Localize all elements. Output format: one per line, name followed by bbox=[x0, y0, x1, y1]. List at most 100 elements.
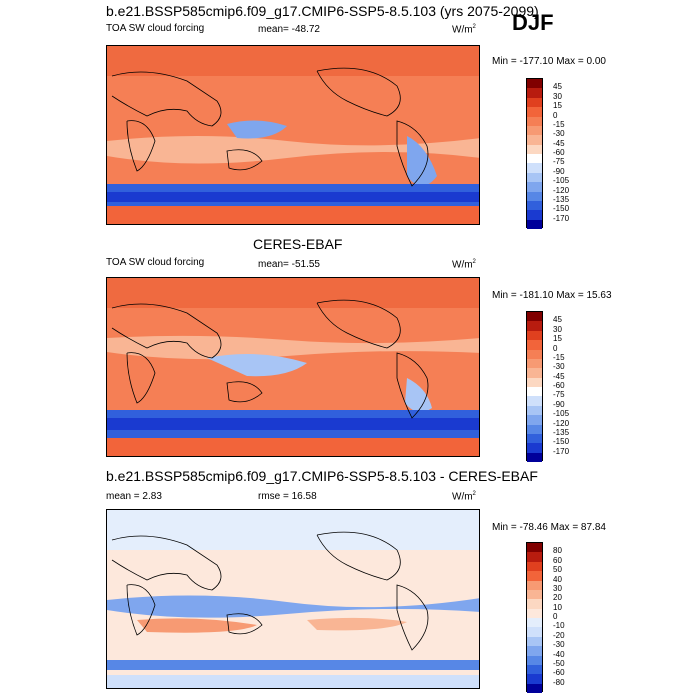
panel1-colorbar-label: -15 bbox=[553, 119, 565, 129]
panel3-rmse: rmse = 16.58 bbox=[258, 491, 317, 502]
panel2-colorbar-swatch bbox=[527, 433, 542, 444]
panel1-colorbar-label: 30 bbox=[553, 91, 562, 101]
panel1-variable: TOA SW cloud forcing bbox=[106, 23, 205, 34]
panel1-colorbar-label: -120 bbox=[553, 185, 570, 195]
panel1-mean: mean= -48.72 bbox=[258, 24, 320, 35]
panel1-colorbar-swatch bbox=[527, 107, 542, 117]
panel3-colorbar-label: 30 bbox=[553, 583, 562, 593]
panel3-colorbar-swatch bbox=[527, 655, 542, 665]
panel2-units: W/m2 bbox=[452, 259, 476, 271]
panel2-colorbar-swatch bbox=[527, 349, 542, 359]
panel3-colorbar-label: 40 bbox=[553, 574, 562, 584]
panel3-colorbar-label: 80 bbox=[553, 546, 562, 556]
panel2-map bbox=[106, 277, 480, 457]
panel2-colorbar-label: 15 bbox=[553, 334, 562, 344]
panel2-title: CERES-EBAF bbox=[253, 236, 343, 252]
panel1-colorbar-swatch bbox=[527, 125, 542, 136]
panel1-colorbar bbox=[526, 78, 543, 229]
panel2-colorbar-label: -150 bbox=[553, 437, 570, 447]
panel1-colorbar-label: -135 bbox=[553, 194, 570, 204]
panel1-colorbar-label: -45 bbox=[553, 138, 565, 148]
panel1-colorbar-swatch bbox=[527, 116, 542, 126]
panel2-colorbar-swatch bbox=[527, 330, 542, 341]
panel3-colorbar-label: 10 bbox=[553, 602, 562, 612]
panel3-colorbar-swatch bbox=[527, 580, 542, 590]
panel1-colorbar-swatch bbox=[527, 200, 542, 211]
panel3-colorbar-swatch bbox=[527, 571, 542, 581]
panel3-colorbar-swatch bbox=[527, 674, 542, 684]
panel2-colorbar-swatch bbox=[527, 387, 542, 397]
panel1-colorbar-label: 45 bbox=[553, 82, 562, 92]
panel2-colorbar-swatch bbox=[527, 405, 542, 416]
panel2-colorbar bbox=[526, 311, 543, 462]
panel3-colorbar-label: -50 bbox=[553, 658, 565, 668]
panel3-mean: mean = 2.83 bbox=[106, 491, 162, 502]
panel2-mean: mean= -51.55 bbox=[258, 259, 320, 270]
panel2-colorbar-swatch bbox=[527, 396, 542, 406]
panel2-colorbar-label: -75 bbox=[553, 390, 565, 400]
panel3-colorbar bbox=[526, 542, 543, 693]
panel2-colorbar-swatch bbox=[527, 415, 542, 425]
panel3-colorbar-swatch bbox=[527, 646, 542, 656]
panel3-units: W/m2 bbox=[452, 491, 476, 503]
panel2-colorbar-label: 30 bbox=[553, 324, 562, 334]
panel2-colorbar-swatch bbox=[527, 368, 542, 378]
panel3-colorbar-swatch bbox=[527, 543, 542, 553]
panel3-colorbar-swatch bbox=[527, 627, 542, 637]
panel2-colorbar-label: -45 bbox=[553, 371, 565, 381]
panel1-colorbar-swatch bbox=[527, 172, 542, 183]
panel3-colorbar-label: -40 bbox=[553, 649, 565, 659]
panel3-colorbar-swatch bbox=[527, 608, 542, 618]
panel3-colorbar-swatch bbox=[527, 589, 542, 600]
panel1-colorbar-label: -90 bbox=[553, 166, 565, 176]
panel1-map bbox=[106, 45, 480, 225]
panel1-map-svg bbox=[107, 46, 479, 224]
panel2-colorbar-swatch bbox=[527, 452, 542, 462]
panel1-colorbar-label: -60 bbox=[553, 148, 565, 157]
panel3-colorbar-label: 50 bbox=[553, 565, 562, 575]
panel2-colorbar-label: -60 bbox=[553, 381, 565, 390]
panel2-colorbar-label: -135 bbox=[553, 427, 570, 437]
panel2-colorbar-label: -170 bbox=[553, 446, 570, 456]
panel3-colorbar-label: -80 bbox=[553, 677, 565, 687]
panel1-colorbar-swatch bbox=[527, 88, 542, 98]
panel2-colorbar-swatch bbox=[527, 358, 542, 369]
panel2-colorbar-label: -120 bbox=[553, 418, 570, 428]
panel3-colorbar-swatch bbox=[527, 552, 542, 562]
panel3-colorbar-label: 0 bbox=[553, 612, 558, 621]
panel2-colorbar-label: -15 bbox=[553, 352, 565, 362]
panel1-colorbar-swatch bbox=[527, 219, 542, 229]
panel3-colorbar-label: -20 bbox=[553, 630, 565, 640]
panel3-colorbar-label: 60 bbox=[553, 555, 562, 565]
panel2-colorbar-label: -90 bbox=[553, 399, 565, 409]
panel1-minmax: Min = -177.10 Max = 0.00 bbox=[492, 56, 606, 67]
panel3-minmax: Min = -78.46 Max = 87.84 bbox=[492, 522, 606, 533]
panel1-colorbar-label: -170 bbox=[553, 213, 570, 223]
panel1-colorbar-label: 0 bbox=[553, 110, 558, 120]
panel1-colorbar-swatch bbox=[527, 79, 542, 89]
panel1-colorbar-label: -150 bbox=[553, 204, 570, 214]
panel1-colorbar-swatch bbox=[527, 144, 542, 154]
panel1-colorbar-swatch bbox=[527, 191, 542, 201]
panel3-colorbar-swatch bbox=[527, 561, 542, 572]
panel3-map-svg bbox=[107, 510, 479, 688]
panel2-colorbar-label: 0 bbox=[553, 343, 558, 353]
panel1-colorbar-swatch bbox=[527, 163, 542, 173]
panel2-variable: TOA SW cloud forcing bbox=[106, 257, 205, 268]
panel1-colorbar-swatch bbox=[527, 210, 542, 220]
panel3-colorbar-swatch bbox=[527, 683, 542, 693]
panel1-colorbar-swatch bbox=[527, 97, 542, 108]
panel1-colorbar-label: -30 bbox=[553, 129, 565, 139]
panel3-colorbar-label: -10 bbox=[553, 621, 565, 631]
panel2-colorbar-label: -30 bbox=[553, 362, 565, 372]
panel3-colorbar-swatch bbox=[527, 599, 542, 609]
panel3-colorbar-swatch bbox=[527, 618, 542, 628]
panel2-minmax: Min = -181.10 Max = 15.63 bbox=[492, 290, 612, 301]
panel2-map-svg bbox=[107, 278, 479, 456]
panel1-title: b.e21.BSSP585cmip6.f09_g17.CMIP6-SSP5-8.… bbox=[106, 3, 539, 19]
panel1-colorbar-swatch bbox=[527, 154, 542, 164]
panel1-colorbar-label: 15 bbox=[553, 101, 562, 111]
panel2-colorbar-swatch bbox=[527, 312, 542, 322]
panel2-colorbar-swatch bbox=[527, 424, 542, 434]
panel1-colorbar-swatch bbox=[527, 182, 542, 192]
